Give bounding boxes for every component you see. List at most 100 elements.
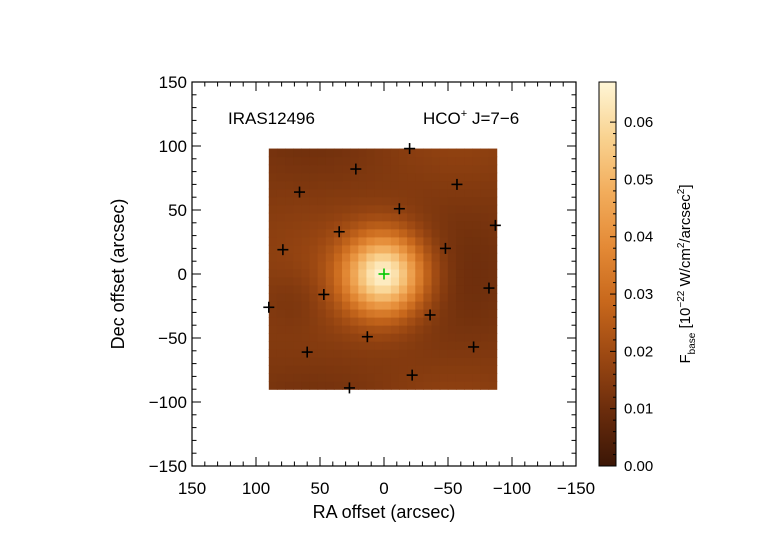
heatmap-cell — [342, 156, 351, 166]
heatmap-cell — [309, 276, 319, 286]
heatmap-cell — [472, 268, 481, 278]
heatmap-cell — [366, 284, 376, 294]
colorbar-label-subscript: base — [687, 332, 698, 354]
heatmap-cell — [398, 381, 408, 390]
heatmap-cell — [415, 244, 425, 254]
heatmap-cell — [480, 220, 490, 230]
heatmap-cell — [439, 300, 449, 310]
heatmap-cell — [488, 180, 498, 190]
heatmap-cell — [276, 365, 286, 374]
heatmap-cell — [488, 252, 498, 262]
heatmap-cell — [293, 284, 302, 294]
heatmap-cell — [333, 196, 343, 206]
heatmap-cell — [301, 268, 311, 278]
heatmap-cell — [366, 164, 376, 174]
heatmap-cell — [423, 357, 433, 366]
heatmap-cell — [439, 308, 449, 318]
heatmap-cell — [325, 260, 335, 270]
heatmap-cell — [317, 292, 327, 302]
heatmap-cell — [472, 228, 481, 238]
heatmap-cell — [447, 357, 457, 366]
heatmap-cell — [276, 212, 286, 222]
heatmap-cell — [350, 148, 359, 158]
heatmap-cell — [333, 308, 343, 318]
heatmap-cell — [472, 300, 481, 310]
heatmap-cell — [301, 156, 311, 166]
heatmap-cell — [309, 228, 319, 238]
heatmap-cell — [285, 172, 294, 182]
heatmap-cell — [325, 317, 335, 326]
heatmap-cell — [415, 252, 425, 262]
heatmap-cell — [342, 300, 351, 310]
heatmap-cell — [333, 268, 343, 278]
heatmap-cell — [317, 228, 327, 238]
heatmap-cell — [293, 236, 302, 246]
pixel-marker — [343, 382, 355, 394]
heatmap-cell — [447, 276, 457, 286]
heatmap-cell — [285, 180, 294, 190]
heatmap-cell — [268, 325, 278, 334]
heatmap-cell — [309, 188, 319, 198]
heatmap-cell — [374, 244, 384, 254]
heatmap-cell — [285, 188, 294, 198]
heatmap-cell — [366, 341, 376, 350]
heatmap-cell — [309, 204, 319, 214]
colorbar-tick-label: 0.03 — [624, 286, 653, 303]
heatmap-cell — [455, 349, 465, 358]
heatmap-cell — [285, 268, 294, 278]
heatmap-cell — [407, 180, 416, 190]
heatmap-cell — [398, 164, 408, 174]
heatmap-cell — [325, 268, 335, 278]
heatmap-cell — [455, 148, 465, 158]
x-tick-label: 0 — [379, 479, 388, 498]
heatmap-cell — [366, 325, 376, 334]
heatmap-cell — [455, 341, 465, 350]
heatmap-cell — [480, 188, 490, 198]
heatmap-cell — [423, 172, 433, 182]
heatmap-cell — [342, 284, 351, 294]
heatmap-cell — [358, 148, 368, 158]
heatmap-cell — [276, 188, 286, 198]
colorbar-ticks: 0.00 0.01 0.02 0.03 0.04 0.05 0.06 — [610, 114, 653, 475]
heatmap-cell — [415, 268, 425, 278]
heatmap-cell — [325, 148, 335, 158]
heatmap-cell — [301, 292, 311, 302]
heatmap-cell — [447, 308, 457, 318]
pixel-marker — [406, 369, 418, 381]
pixel-marker — [489, 219, 501, 231]
heatmap-cell — [301, 357, 311, 366]
y-tick-label: −50 — [158, 329, 187, 348]
heatmap-cell — [455, 365, 465, 374]
heatmap-cell — [374, 300, 384, 310]
heatmap-cell — [488, 284, 498, 294]
heatmap-cell — [407, 244, 416, 254]
heatmap-cell — [333, 188, 343, 198]
heatmap-cell — [382, 180, 392, 190]
heatmap-cell — [358, 252, 368, 262]
heatmap-cell — [431, 180, 441, 190]
heatmap-cell — [390, 244, 400, 254]
heatmap-cell — [398, 148, 408, 158]
heatmap-cell — [382, 300, 392, 310]
heatmap-cell — [350, 300, 359, 310]
heatmap-cell — [398, 308, 408, 318]
heatmap-cell — [285, 325, 294, 334]
heatmap-cell — [350, 317, 359, 326]
heatmap-cell — [342, 212, 351, 222]
heatmap-cell — [293, 164, 302, 174]
heatmap-cell — [480, 268, 490, 278]
heatmap-cell — [472, 220, 481, 230]
heatmap-cell — [390, 373, 400, 382]
heatmap-cell — [464, 164, 473, 174]
heatmap-cell — [447, 365, 457, 374]
heatmap-cell — [268, 381, 278, 390]
pixel-marker — [439, 242, 451, 254]
heatmap-cell — [325, 220, 335, 230]
heatmap-cell — [382, 164, 392, 174]
heatmap-cell — [342, 276, 351, 286]
heatmap-cell — [488, 317, 498, 326]
heatmap-cell — [333, 373, 343, 382]
heatmap-cell — [480, 172, 490, 182]
heatmap-cell — [431, 260, 441, 270]
